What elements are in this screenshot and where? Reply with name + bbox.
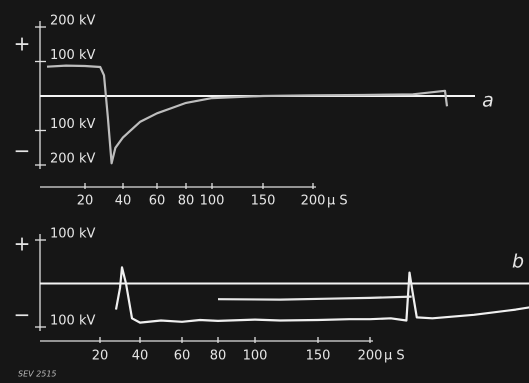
x-tick-label: 150 bbox=[306, 349, 331, 364]
trace-label: b bbox=[512, 251, 524, 273]
y-tick-label: 100 kV bbox=[50, 314, 95, 329]
x-tick-label: 200 bbox=[358, 349, 383, 364]
x-tick-label: 100 bbox=[200, 194, 225, 209]
x-tick-label: 200 bbox=[301, 194, 326, 209]
sign-plus: + bbox=[14, 32, 31, 56]
y-tick-label: 200 kV bbox=[50, 14, 95, 29]
trace bbox=[46, 64, 449, 165]
y-tick-label: 200 kV bbox=[50, 152, 95, 167]
x-unit: μ S bbox=[327, 194, 348, 209]
x-tick-label: 150 bbox=[251, 194, 276, 209]
x-tick-label: 20 bbox=[92, 349, 109, 364]
trace-label: a bbox=[482, 90, 494, 112]
sign-minus: − bbox=[14, 139, 31, 163]
x-tick-label: 40 bbox=[115, 194, 132, 209]
x-unit: μ S bbox=[384, 349, 405, 364]
sign-plus: + bbox=[14, 232, 31, 256]
y-tick-label: 100 kV bbox=[50, 48, 95, 63]
sign-minus: − bbox=[14, 303, 31, 327]
trace bbox=[114, 266, 529, 324]
x-tick-label: 20 bbox=[77, 194, 94, 209]
x-tick-label: 60 bbox=[149, 194, 166, 209]
x-tick-label: 80 bbox=[210, 349, 227, 364]
y-tick-label: 100 kV bbox=[50, 117, 95, 132]
trace bbox=[217, 295, 412, 301]
x-tick-label: 100 bbox=[243, 349, 268, 364]
x-tick-label: 80 bbox=[178, 194, 195, 209]
x-tick-label: 60 bbox=[174, 349, 191, 364]
y-tick-label: 100 kV bbox=[50, 227, 95, 242]
caption: SEV 2515 bbox=[18, 370, 57, 379]
x-tick-label: 40 bbox=[132, 349, 149, 364]
